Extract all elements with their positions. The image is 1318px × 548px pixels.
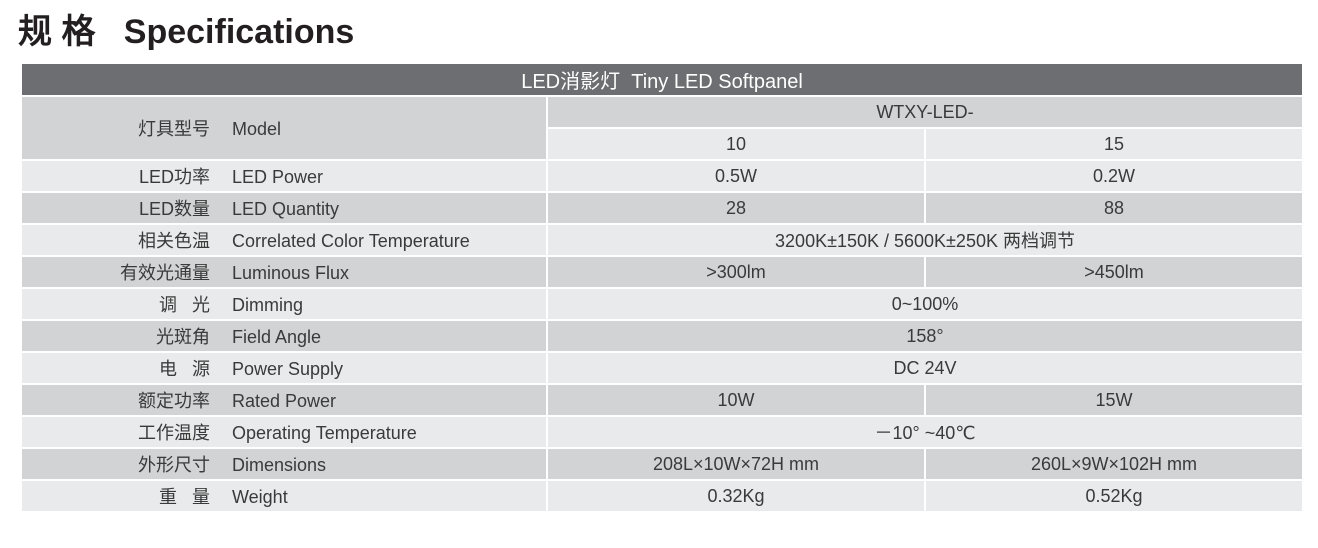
- cell: WTXY-LED-: [546, 95, 1304, 129]
- cell: 15: [924, 127, 1304, 161]
- cell: DC 24V: [546, 351, 1304, 385]
- row-label: 有效光通量 Luminous Flux: [20, 255, 548, 289]
- row-label: 相关色温 Correlated Color Temperature: [20, 223, 548, 257]
- cell: 0.32Kg: [546, 479, 926, 513]
- row-label: LED功率 LED Power: [20, 159, 548, 193]
- label-en: Model: [232, 119, 282, 139]
- cell: －10° ~40℃: [546, 415, 1304, 449]
- label-en: Correlated Color Temperature: [232, 231, 470, 251]
- cell: 0.52Kg: [924, 479, 1304, 513]
- table-row: 外形尺寸 Dimensions 208L×10W×72H mm 260L×9W×102…: [20, 447, 1304, 481]
- label-en: Field Angle: [232, 327, 322, 347]
- table-row: 调 光 Dimming 0~100%: [20, 287, 1304, 321]
- label-zh: 灯具型号: [138, 119, 210, 139]
- row-label: 外形尺寸 Dimensions: [20, 447, 548, 481]
- cell: 0.2W: [924, 159, 1304, 193]
- table-row: 额定功率 Rated Power 10W 15W: [20, 383, 1304, 417]
- label-en: Weight: [232, 487, 288, 507]
- cell: 158°: [546, 319, 1304, 353]
- label-zh: 额定功率: [138, 391, 210, 411]
- label-en: Dimensions: [232, 455, 327, 475]
- table-row: LED功率 LED Power 0.5W 0.2W: [20, 159, 1304, 193]
- row-label: 重 量 Weight: [20, 479, 548, 513]
- label-zh: 工作温度: [138, 423, 210, 443]
- table-row: 10 15: [21, 127, 1304, 161]
- row-label: LED数量 LED Quantity: [20, 191, 548, 225]
- table-row: 电 源 Power Supply DC 24V: [20, 351, 1304, 385]
- row-label: 灯具型号 Model: [20, 95, 548, 161]
- label-en: LED Quantity: [232, 199, 340, 219]
- cell: 260L×9W×102H mm: [924, 447, 1304, 481]
- page-title: 规 格 Specifications: [18, 13, 355, 51]
- label-en: Power Supply: [232, 359, 344, 379]
- label-zh: 光斑角: [156, 327, 210, 347]
- cell: >450lm: [924, 255, 1304, 289]
- label-en: LED Power: [232, 167, 324, 187]
- label-en: Dimming: [232, 295, 304, 315]
- row-label: 光斑角 Field Angle: [20, 319, 548, 353]
- cell: 88: [924, 191, 1304, 225]
- caption-row: LED消影灯 Tiny LED Softpanel: [20, 62, 1304, 97]
- label-zh: LED功率: [138, 167, 210, 187]
- cell: 10: [546, 127, 926, 161]
- table-row: 灯具型号 Model WTXY-LED-: [20, 95, 1304, 161]
- cell: 0.5W: [546, 159, 926, 193]
- table-row: LED数量 LED Quantity 28 88: [20, 191, 1304, 225]
- label-en: Operating Temperature: [232, 423, 417, 443]
- table-caption: LED消影灯 Tiny LED Softpanel: [20, 62, 1304, 97]
- label-zh: 电 源: [158, 359, 210, 379]
- cell: 15W: [924, 383, 1304, 417]
- label-zh: 外形尺寸: [138, 455, 210, 475]
- label-en: Luminous Flux: [232, 263, 350, 283]
- cell: 3200K±150K / 5600K±250K 两档调节: [546, 223, 1304, 257]
- cell: >300lm: [546, 255, 926, 289]
- label-zh: 相关色温: [138, 231, 210, 251]
- table-row: 工作温度 Operating Temperature －10° ~40℃: [20, 415, 1304, 449]
- cell: 28: [546, 191, 926, 225]
- row-label: 调 光 Dimming: [20, 287, 548, 321]
- spec-table: LED消影灯 Tiny LED Softpanel 灯具型号 Model WTXY-…: [20, 62, 1304, 513]
- table-row: 重 量 Weight 0.32Kg 0.52Kg: [20, 479, 1304, 513]
- cell: 10W: [546, 383, 926, 417]
- label-zh: 重 量: [158, 487, 210, 507]
- table-row: 光斑角 Field Angle 158°: [20, 319, 1304, 353]
- label-zh: 调 光: [158, 295, 210, 315]
- row-label: 额定功率 Rated Power: [20, 383, 548, 417]
- row-label: 电 源 Power Supply: [20, 351, 548, 385]
- cell: 0~100%: [546, 287, 1304, 321]
- table-row: 相关色温 Correlated Color Temperature 3200K±15…: [20, 223, 1304, 257]
- table-row: 有效光通量 Luminous Flux >300lm >450lm: [20, 255, 1304, 289]
- label-zh: 有效光通量: [120, 263, 210, 283]
- label-en: Rated Power: [232, 391, 337, 411]
- cell: 208L×10W×72H mm: [546, 447, 926, 481]
- row-label: 工作温度 Operating Temperature: [20, 415, 548, 449]
- label-zh: LED数量: [138, 199, 210, 219]
